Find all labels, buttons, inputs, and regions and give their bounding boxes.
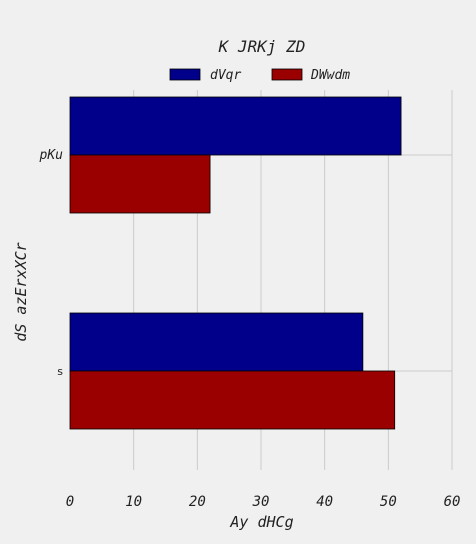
x-tick-label: 20 (189, 494, 206, 510)
x-tick-label: 50 (380, 494, 397, 510)
legend-swatch-series-1 (169, 68, 201, 81)
x-axis-label: Ay dHCg (229, 513, 293, 531)
bar-2-2 (69, 370, 396, 430)
bar-2-1 (69, 154, 211, 214)
bar-1-2 (69, 312, 364, 372)
legend: dVqr DWwdm (169, 68, 350, 83)
chart-title: K JRKj ZD (218, 37, 306, 56)
x-tick-labels: 0 10 20 30 40 50 60 (66, 494, 461, 510)
x-tick-label: 30 (252, 494, 270, 510)
y-axis-label: dS azErxXCr (12, 242, 30, 341)
legend-label-series-2: DWwdm (310, 68, 350, 83)
bar-1-1 (69, 96, 402, 156)
x-tick-label: 0 (66, 494, 74, 510)
x-tick-label: 10 (125, 494, 142, 510)
x-tick-label: 60 (444, 494, 461, 510)
y-tick-label: s (57, 365, 63, 378)
x-tick-label: 40 (316, 494, 333, 510)
y-tick-labels: pKu s (39, 148, 64, 378)
legend-label-series-1: dVqr (210, 68, 241, 83)
y-tick-label: pKu (39, 148, 64, 163)
legend-swatch-series-2 (271, 68, 303, 81)
bars (69, 96, 402, 430)
